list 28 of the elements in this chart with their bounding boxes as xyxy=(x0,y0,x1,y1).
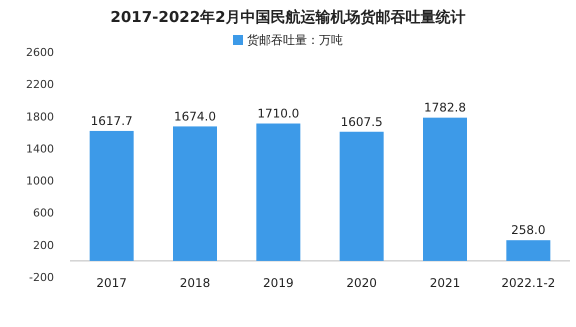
data-label: 1617.7 xyxy=(90,114,133,128)
y-tick-label: 1800 xyxy=(26,110,54,124)
data-label: 1710.0 xyxy=(257,106,300,121)
y-tick-label: 1000 xyxy=(26,174,54,188)
bar xyxy=(340,132,384,261)
data-label: 258.0 xyxy=(511,223,546,238)
data-label: 1674.0 xyxy=(174,109,216,124)
x-tick-label: 2021 xyxy=(430,276,460,290)
x-tick-label: 2022.1-2 xyxy=(501,276,556,290)
x-tick-label: 2017 xyxy=(96,276,127,290)
x-tick-label: 2018 xyxy=(180,276,210,290)
bar xyxy=(256,124,300,261)
y-tick-label: -200 xyxy=(29,271,54,284)
legend-label: 货邮吞吐量：万吨 xyxy=(247,33,343,47)
y-tick-label: 2200 xyxy=(26,78,54,92)
x-tick-label: 2019 xyxy=(263,276,294,290)
bar xyxy=(90,130,134,261)
bar xyxy=(173,126,217,261)
data-label: 1607.5 xyxy=(340,114,383,129)
y-tick-label: 600 xyxy=(33,206,54,220)
x-tick-label: 2020 xyxy=(346,276,377,290)
bar xyxy=(423,118,467,261)
bar xyxy=(506,240,550,261)
y-tick-label: 2600 xyxy=(26,46,54,59)
y-tick-label: 200 xyxy=(33,238,54,252)
y-tick-label: 1400 xyxy=(26,142,54,156)
chart-title: 2017-2022年2月中国民航运输机场货邮吞吐量统计 xyxy=(110,8,466,26)
data-label: 1782.8 xyxy=(424,100,466,115)
